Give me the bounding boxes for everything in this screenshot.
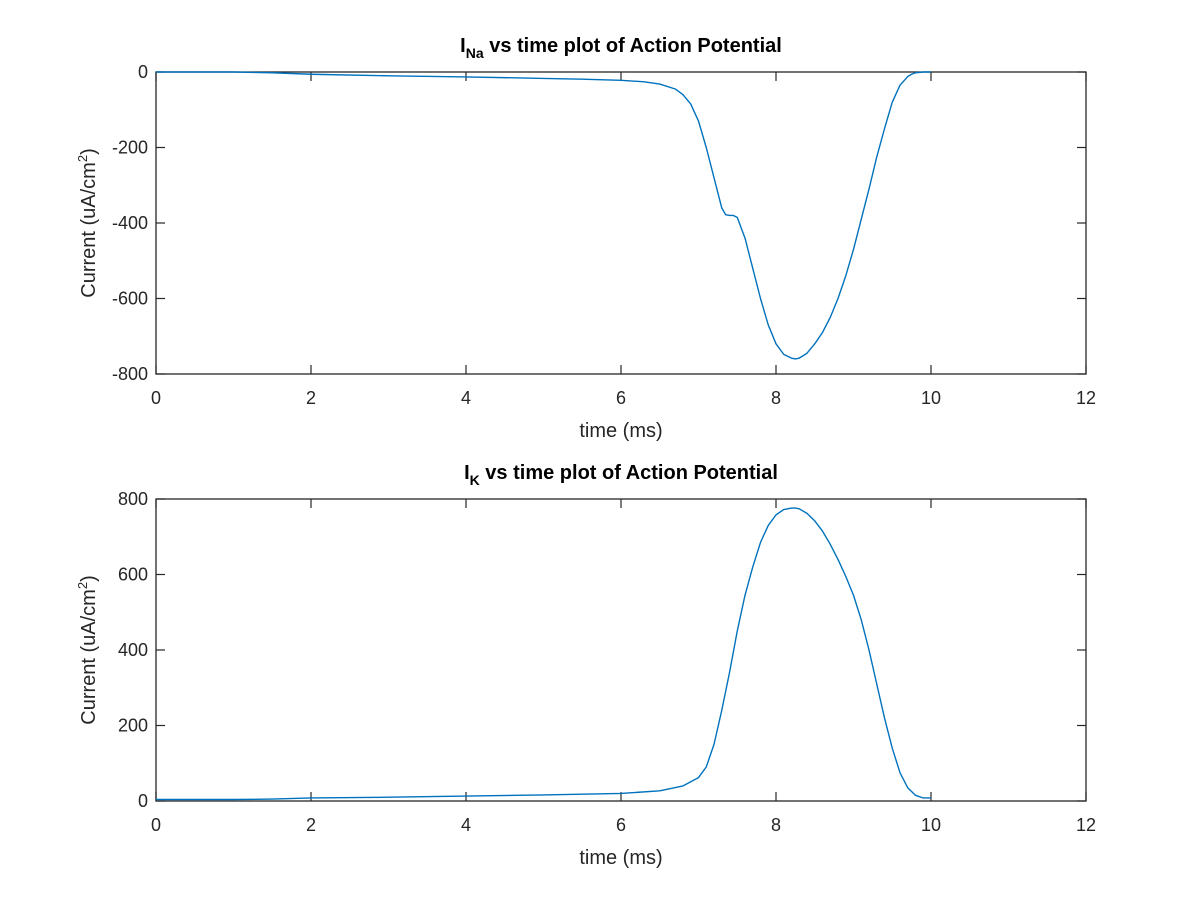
ina-y-axis-label: Current (uA/cm2) bbox=[75, 148, 100, 298]
ina-x-tick-label: 4 bbox=[461, 388, 471, 408]
ina-chart-title: INa vs time plot of Action Potential bbox=[460, 35, 782, 61]
ina-ylabel-end: ) bbox=[78, 148, 100, 155]
ina-x-tick-label: 12 bbox=[1076, 388, 1096, 408]
ik-ylabel-superscript: 2 bbox=[75, 582, 90, 589]
ina-title-main: I bbox=[460, 35, 466, 57]
ina-x-tick-label: 10 bbox=[921, 388, 941, 408]
ina-y-tick-label: -600 bbox=[112, 289, 148, 309]
ik-x-tick-label: 10 bbox=[921, 815, 941, 835]
ina-x-tick-label: 8 bbox=[771, 388, 781, 408]
ik-chart-title: IK vs time plot of Action Potential bbox=[464, 462, 778, 488]
ina-x-tick-label: 2 bbox=[306, 388, 316, 408]
ik-subplot: IK vs time plot of Action Potential 0 2 4 6… bbox=[75, 462, 1096, 869]
ina-x-tick-label: 0 bbox=[151, 388, 161, 408]
ik-x-tick-label: 12 bbox=[1076, 815, 1096, 835]
ik-x-tick-label: 6 bbox=[616, 815, 626, 835]
ik-x-tick-label: 8 bbox=[771, 815, 781, 835]
ik-x-axis-label: time (ms) bbox=[579, 847, 662, 869]
ina-subplot: INa vs time plot of Action Potential 0 2 4… bbox=[75, 35, 1096, 442]
ina-ylabel-superscript: 2 bbox=[75, 155, 90, 162]
ina-y-tick-label: -200 bbox=[112, 138, 148, 158]
ina-title-rest: vs time plot of Action Potential bbox=[484, 35, 782, 57]
ina-x-tick-label: 6 bbox=[616, 388, 626, 408]
ik-y-tick-label: 400 bbox=[118, 640, 148, 660]
ik-series-line bbox=[156, 507, 931, 801]
ik-y-tick-label: 600 bbox=[118, 565, 148, 585]
ik-title-rest: vs time plot of Action Potential bbox=[480, 462, 778, 484]
ik-plot-area bbox=[155, 498, 1087, 802]
ina-ylabel-main: Current (uA/cm bbox=[78, 162, 100, 298]
ina-x-axis-label: time (ms) bbox=[579, 420, 662, 442]
ina-series-line bbox=[156, 71, 931, 360]
ina-tick-group: 0 2 4 6 8 10 12 -800 -600 -400 -200 0 bbox=[112, 62, 1096, 408]
ik-y-tick-label: 0 bbox=[138, 791, 148, 811]
ik-x-tick-label: 0 bbox=[151, 815, 161, 835]
ina-y-tick-label: 0 bbox=[138, 62, 148, 82]
ik-y-tick-label: 800 bbox=[118, 489, 148, 509]
ik-x-tick-label: 2 bbox=[306, 815, 316, 835]
ina-y-tick-label: -400 bbox=[112, 213, 148, 233]
ina-y-tick-label: -800 bbox=[112, 364, 148, 384]
ik-x-tick-label: 4 bbox=[461, 815, 471, 835]
ina-plot-area bbox=[155, 71, 1087, 375]
ik-tick-group: 0 2 4 6 8 10 12 0 200 400 600 800 bbox=[118, 489, 1096, 835]
ik-ylabel-end: ) bbox=[78, 575, 100, 582]
ina-title-subscript: Na bbox=[466, 45, 484, 61]
ik-title-main: I bbox=[464, 462, 470, 484]
ik-y-tick-label: 200 bbox=[118, 716, 148, 736]
ik-ylabel-main: Current (uA/cm bbox=[78, 589, 100, 725]
ik-y-axis-label: Current (uA/cm2) bbox=[75, 575, 100, 725]
ik-title-subscript: K bbox=[470, 472, 480, 488]
